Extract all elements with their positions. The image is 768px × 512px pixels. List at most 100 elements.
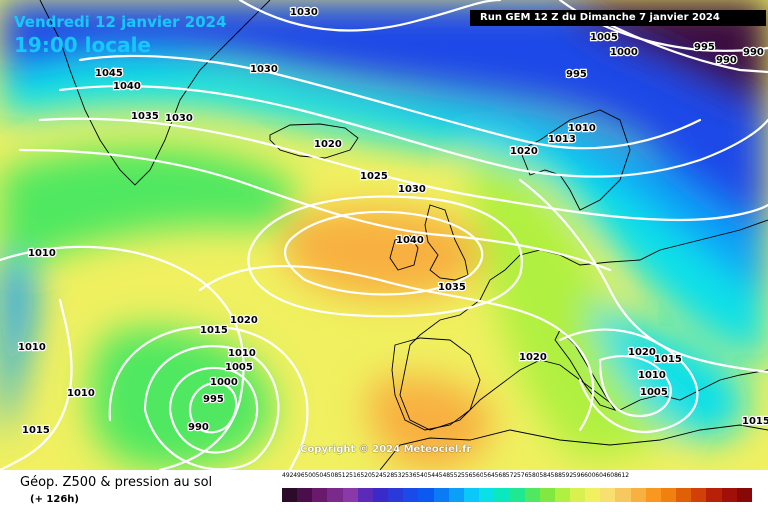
legend-swatch: [676, 488, 692, 502]
isobar: [198, 264, 595, 432]
fill-cyan-band: [0, 59, 768, 371]
pressure-label: 1015: [22, 425, 50, 436]
isobar: [108, 325, 309, 470]
pressure-label: 1045: [95, 68, 123, 79]
copyright: Copyright © 2024 Meteociel.fr: [300, 444, 472, 455]
isobar: [283, 210, 484, 296]
isobar: [247, 195, 523, 318]
legend-swatch: [645, 488, 661, 502]
pressure-map: 1030 1030 1030 1045 1040 1035 1030 1020 …: [0, 0, 768, 470]
isobar: [0, 298, 73, 470]
isobar: [558, 328, 699, 433]
legend-swatch: [630, 488, 646, 502]
legend-swatch: [569, 488, 586, 502]
legend-label: 524: [371, 472, 383, 479]
pressure-label: 1000: [610, 47, 638, 58]
coast-continent: [399, 219, 768, 431]
fill-cyan-med: [590, 300, 748, 440]
run-info: Run GEM 12 Z du Dimanche 7 janvier 2024: [470, 10, 766, 26]
legend-label: 540: [416, 472, 428, 479]
legend-swatch: [691, 488, 707, 502]
legend-label: 504: [315, 472, 327, 479]
isobar: [38, 117, 768, 222]
legend-swatch: [282, 488, 298, 502]
coast-italy: [554, 329, 617, 411]
coast-greenland: [39, 0, 271, 186]
isobar: [238, 0, 502, 32]
pressure-label: 990: [188, 422, 209, 433]
pressure-label: 1030: [510, 146, 538, 157]
legend-swatch: [509, 488, 525, 502]
geopotential-fill: [0, 0, 768, 470]
pressure-label: 990: [716, 55, 737, 66]
pressure-label: 1010: [28, 248, 56, 259]
legend-swatch: [615, 488, 631, 502]
legend-swatch: [494, 488, 510, 502]
coast-ireland: [389, 235, 419, 271]
pressure-labels: 1030 1030 1030 1045 1040 1035 1030 1020 …: [17, 6, 768, 438]
isobar: [58, 84, 768, 178]
legend-label: 560: [472, 472, 484, 479]
pressure-label: 1020: [628, 347, 656, 358]
legend-label: 588: [550, 472, 562, 479]
legend-swatch: [433, 488, 449, 502]
isobars: [0, 0, 768, 470]
legend-label: 548: [438, 472, 450, 479]
legend-swatch: [403, 488, 419, 502]
coast-britain: [424, 204, 469, 281]
isobar: [168, 366, 259, 454]
legend-label: 536: [405, 472, 417, 479]
legend-swatch: [554, 488, 570, 502]
product-title: Géop. Z500 & pression au sol: [20, 475, 213, 490]
pressure-label: 1030: [290, 7, 318, 18]
legend-swatch: [524, 488, 540, 502]
isobar: [78, 54, 702, 150]
pressure-label: 1005: [225, 362, 253, 373]
legend-label: 492: [282, 472, 294, 479]
legend-swatch: [721, 488, 737, 502]
legend-label: 532: [393, 472, 406, 479]
legend-label: 596: [572, 472, 585, 479]
legend-label: 576: [516, 472, 529, 479]
legend-swatch: [600, 488, 616, 502]
legend-label: 608: [606, 472, 618, 479]
pressure-label: 1020: [314, 139, 342, 150]
coast-scandinavia: [519, 109, 631, 211]
pressure-label: 1030: [398, 184, 426, 195]
isobar: [188, 382, 238, 434]
pressure-label: 1020: [519, 352, 547, 363]
legend-label: 508: [326, 472, 338, 479]
isobar: [18, 148, 612, 272]
pressure-label: 1025: [360, 171, 388, 182]
pressure-label: 1015: [200, 325, 228, 336]
pressure-label: 1010: [228, 348, 256, 359]
pressure-label: 1005: [590, 32, 618, 43]
pressure-label: 995: [203, 394, 224, 405]
fill-green-low: [90, 327, 274, 470]
legend-label: 580: [528, 472, 540, 479]
isobar: [598, 18, 768, 74]
pressure-label: 1040: [396, 235, 424, 246]
pressure-label: 1013: [548, 134, 576, 145]
pressure-label: 1010: [568, 123, 596, 134]
lead-time: (+ 126h): [30, 494, 79, 505]
legend-swatch: [448, 488, 464, 502]
pressure-label: 1020: [510, 146, 538, 157]
pressure-label: 1035: [131, 111, 159, 122]
legend-label: 520: [360, 472, 372, 479]
color-legend: 492 496 500 504 508 512 516 520 524 528 532 536 540 5…: [282, 472, 752, 508]
pressure-label: 1015: [742, 416, 768, 427]
coast-iberia: [391, 337, 481, 431]
legend-swatch: [463, 488, 480, 502]
legend-label: 556: [461, 472, 473, 479]
pressure-label: 1030: [165, 113, 193, 124]
legend-swatch: [585, 488, 601, 502]
coast-north-africa: [379, 424, 768, 470]
pressure-label: 1015: [654, 354, 682, 365]
pressure-label: 1040: [113, 81, 141, 92]
isobar: [143, 345, 280, 470]
legend-label: 512: [337, 472, 350, 479]
legend-label: 612: [617, 472, 629, 479]
pressure-label: 1010: [18, 342, 46, 353]
legend-swatch: [479, 488, 495, 502]
